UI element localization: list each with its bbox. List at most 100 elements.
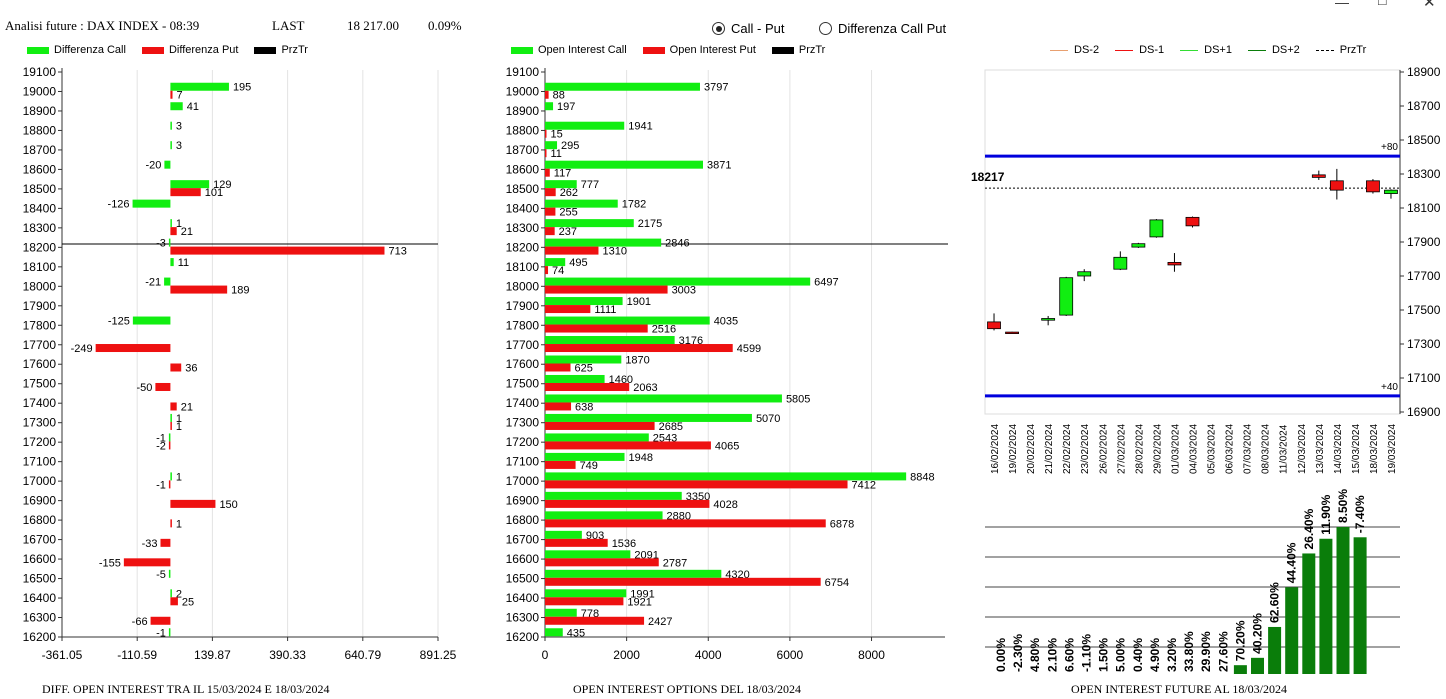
put-bar	[545, 188, 556, 197]
date-label: 29/02/2024	[1152, 424, 1163, 474]
date-label: 22/02/2024	[1062, 424, 1073, 474]
bar-value-label: 262	[560, 187, 578, 199]
y-tick-label: 16500	[506, 572, 540, 586]
put-bar	[545, 616, 645, 625]
date-label: 04/03/2024	[1189, 424, 1200, 474]
legend-line	[1050, 49, 1068, 51]
bar-value-label: 1	[176, 518, 182, 530]
bar-value-label: -249	[71, 343, 93, 355]
call-bar	[545, 472, 907, 481]
bar-value-label: 88	[553, 90, 565, 102]
legend-oi-put: Open Interest Put	[642, 44, 756, 56]
y-tick-label: 19100	[506, 65, 540, 79]
y-tick-label: 19000	[506, 84, 540, 98]
date-label: 14/03/2024	[1333, 424, 1344, 474]
bar-value-label: 2	[176, 588, 182, 600]
oi-percent-label: 40.20%	[1251, 613, 1265, 654]
y-tick-label: 18100	[23, 260, 57, 274]
put-bar	[545, 421, 655, 430]
y-tick-label: 16300	[23, 611, 57, 625]
put-bar	[545, 480, 848, 489]
bar-value-label: 2427	[648, 616, 672, 628]
candle-body	[1149, 219, 1164, 238]
put-bar	[170, 246, 385, 255]
legend-differenza-call: Differenza Call	[27, 44, 126, 56]
bar-value-label: 195	[233, 82, 251, 94]
bar-value-label: 11	[178, 257, 189, 269]
put-bar	[545, 382, 630, 391]
y-tick-label: 17100	[23, 455, 57, 469]
bar-value-label: 129	[213, 179, 231, 191]
put-bar	[170, 227, 177, 236]
y-tick-label: 17700	[1407, 269, 1441, 283]
close-icon[interactable]: ✕	[1423, 0, 1436, 11]
y-tick-label: 17200	[506, 435, 540, 449]
oi-percent-label: 1.50%	[1097, 638, 1111, 672]
radio-differenza-call-put[interactable]: Differenza Call Put	[819, 21, 946, 36]
maximize-icon[interactable]: □	[1378, 0, 1387, 8]
oi-percent-label: 8.50%	[1336, 489, 1350, 523]
y-tick-label: 17500	[23, 377, 57, 391]
date-label: 21/02/2024	[1044, 424, 1055, 474]
call-bar	[545, 355, 622, 364]
put-bar	[545, 344, 733, 353]
minimize-icon[interactable]: —	[1335, 0, 1349, 10]
bar-value-label: 237	[559, 226, 577, 238]
bar-value-label: 6754	[825, 577, 849, 589]
bar-value-label: 4028	[713, 499, 737, 511]
bar-value-label: 1941	[628, 121, 652, 133]
oi-bar	[1268, 626, 1282, 674]
put-bar	[545, 577, 821, 586]
y-tick-label: 16800	[23, 513, 57, 527]
legend-ds-plus-2: DS+2	[1247, 44, 1300, 56]
bar-value-label: -1	[156, 432, 166, 444]
put-bar	[545, 441, 711, 450]
bar-value-label: 777	[581, 179, 599, 191]
call-bar	[168, 569, 171, 578]
date-label: 08/03/2024	[1261, 424, 1272, 474]
put-bar	[170, 421, 172, 430]
bar-value-label: 4065	[715, 440, 739, 452]
y-tick-label: 17900	[23, 299, 57, 313]
bar-value-label: 117	[554, 168, 572, 180]
oi-percent-label: 2.10%	[1045, 638, 1059, 672]
oi-chart-caption: OPEN INTEREST OPTIONS DEL 18/03/2024	[573, 682, 801, 696]
y-tick-label: 16900	[1407, 405, 1441, 419]
y-tick-label: 18700	[506, 143, 540, 157]
bar-value-label: 1	[176, 471, 182, 483]
call-bar	[545, 102, 554, 111]
legend-przTr: PrzTr	[771, 44, 825, 56]
bar-value-label: 749	[580, 460, 598, 472]
oi-percent-label: 26.40%	[1302, 508, 1316, 549]
radio-call-put-label: Call - Put	[731, 21, 785, 36]
legend-line	[1247, 49, 1266, 51]
candle-body	[1366, 180, 1380, 193]
oi-percent-label: 6.60%	[1062, 638, 1076, 672]
oi-percent-label: 62.60%	[1268, 582, 1282, 623]
y-tick-label: 18400	[506, 201, 540, 215]
y-tick-label: 18100	[506, 260, 540, 274]
put-bar	[545, 538, 608, 547]
y-tick-label: 18900	[506, 104, 540, 118]
candle-body	[1311, 174, 1326, 178]
bar-value-label: 197	[557, 101, 575, 113]
date-label: 11/03/2024	[1279, 424, 1290, 474]
call-bar	[545, 180, 577, 189]
date-label: 20/02/2024	[1026, 424, 1037, 474]
radio-call-put[interactable]: Call - Put	[712, 21, 784, 36]
future-chart-legend: DS-2 DS-1 DS+1 DS+2 PrzTr	[1050, 44, 1382, 56]
oi-bar	[1336, 527, 1350, 674]
legend-swatch	[254, 46, 277, 54]
call-bar	[545, 413, 752, 422]
bar-value-label: 21	[181, 401, 193, 413]
bar-value-label: -3	[156, 238, 166, 250]
put-bar	[545, 168, 550, 177]
put-bar	[545, 558, 659, 567]
call-bar	[545, 569, 722, 578]
bar-value-label: 3	[176, 140, 182, 152]
put-bar	[545, 597, 624, 606]
bar-value-label: 101	[205, 187, 223, 199]
put-bar	[545, 149, 547, 158]
bar-value-label: 1901	[627, 296, 651, 308]
oi-percent-label: 5.00%	[1114, 638, 1128, 672]
